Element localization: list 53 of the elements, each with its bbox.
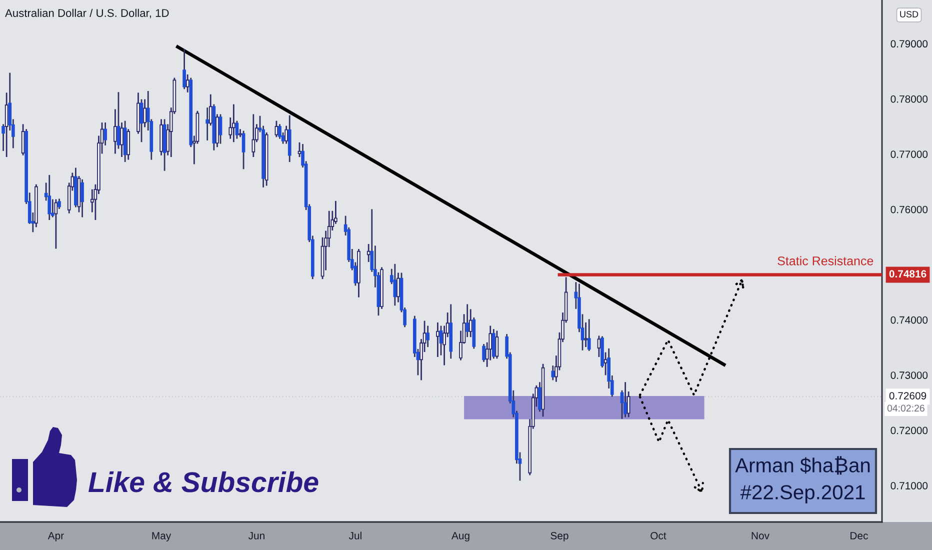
x-tick-label: Dec (850, 532, 868, 540)
candlestick (48, 174, 52, 220)
candlestick (252, 114, 256, 158)
candlestick (624, 382, 627, 418)
candlestick (495, 330, 499, 359)
candlestick (242, 130, 246, 170)
candlestick (597, 336, 601, 357)
annotation: #22.Sep.2021 (740, 485, 865, 504)
candlestick (492, 329, 496, 359)
y-axis-title: USD (900, 11, 918, 18)
y-tick-label: 0.73000 (890, 372, 928, 379)
annotation: Arman $ha₿an (735, 456, 870, 475)
candlestick (393, 264, 397, 306)
y-tick-label: 0.78000 (890, 95, 928, 103)
x-tick-label: Oct (650, 532, 666, 540)
candlestick (604, 352, 608, 376)
candlestick (114, 109, 117, 154)
candlestick (80, 179, 84, 218)
candlestick (284, 126, 288, 144)
candlestick (54, 199, 58, 249)
x-tick-label: May (152, 532, 172, 542)
x-tick-label: Jun (248, 532, 264, 540)
ref-line-label: 0.72609 (889, 392, 926, 400)
x-tick-label: Sep (550, 532, 568, 542)
y-tick-label: 0.79000 (890, 40, 928, 48)
candlestick (206, 108, 210, 140)
text: Australian Dollar / U.S. Dollar, 1D (5, 8, 169, 18)
text: 04:02:26 (887, 404, 924, 412)
y-tick-label: 0.72000 (890, 426, 928, 434)
y-tick-label: 0.71000 (890, 482, 928, 490)
candlestick (182, 49, 186, 90)
x-tick-label: Aug (452, 532, 470, 542)
candlestick (218, 114, 222, 144)
candlestick (274, 120, 278, 138)
candlestick (104, 122, 107, 146)
y-tick-label: 0.76000 (890, 206, 928, 214)
candlestick (551, 366, 555, 380)
candlestick (232, 104, 236, 142)
candlestick (298, 142, 302, 158)
y-tick-label: 0.77000 (890, 150, 928, 158)
candlestick (587, 319, 591, 351)
candlestick (436, 322, 440, 357)
candlestick (120, 122, 124, 158)
y-tick-label: 0.74000 (890, 316, 928, 324)
data-label: 0.74816 (889, 270, 926, 278)
annotation: Like & Subscribe (88, 471, 318, 492)
x-tick-label: Apr (48, 532, 64, 542)
x-tick-label: Nov (752, 532, 770, 540)
candlestick (584, 322, 588, 348)
series-label: Static Resistance (778, 256, 874, 266)
x-tick-label: Jul (348, 532, 362, 540)
candlestick (426, 326, 430, 348)
candlestick (21, 124, 25, 156)
